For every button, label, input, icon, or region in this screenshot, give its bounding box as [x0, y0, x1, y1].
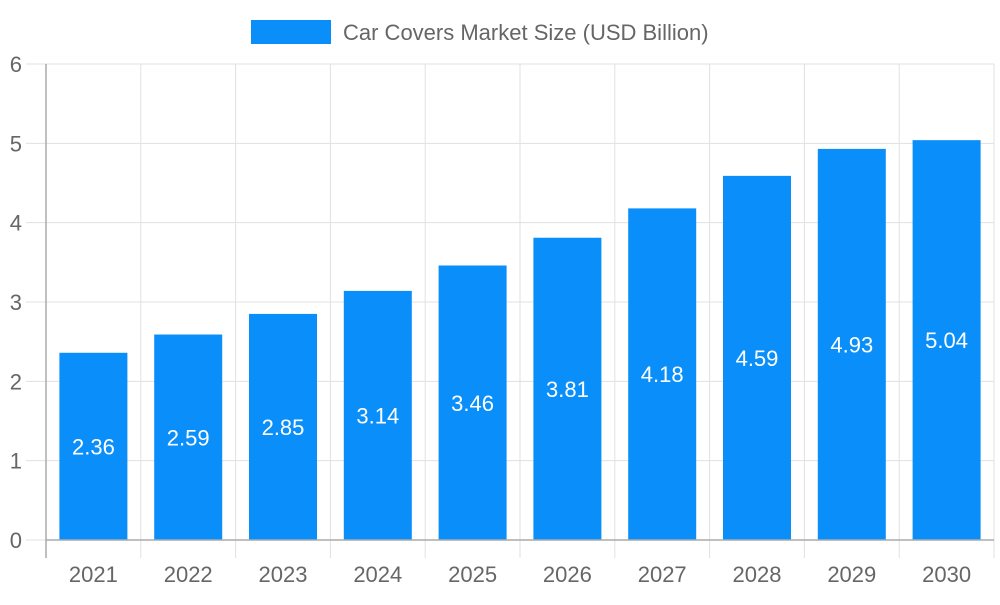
- y-tick-label: 6: [10, 52, 22, 77]
- data-label: 3.46: [451, 391, 494, 416]
- y-tick-label: 5: [10, 131, 22, 156]
- bar-2022: [154, 334, 223, 540]
- y-tick-label: 4: [10, 211, 22, 236]
- legend-swatch: [251, 20, 331, 44]
- legend[interactable]: Car Covers Market Size (USD Billion): [251, 20, 709, 45]
- bar-2023: [249, 313, 317, 540]
- data-label: 3.14: [356, 403, 399, 428]
- axes: 0 1 2 3 4 5 6 2021 2022 2023 2024 2025 2026 2027 2028 2…: [10, 52, 994, 587]
- bar-2025: [438, 265, 507, 540]
- x-tick-label: 2025: [448, 562, 497, 587]
- legend-label: Car Covers Market Size (USD Billion): [343, 20, 709, 45]
- data-label: 3.81: [546, 377, 589, 402]
- y-tick-label: 2: [10, 369, 22, 394]
- x-tick-label: 2029: [827, 562, 876, 587]
- bar-2027: [628, 208, 697, 541]
- bars: 2.36 2.59 2.85 3.14 3.46 3.81 4.18 4.59 4.93 5.04: [59, 140, 981, 541]
- x-tick-label: 2021: [69, 562, 118, 587]
- y-tick-label: 1: [10, 449, 22, 474]
- bar-2026: [533, 237, 602, 541]
- x-tick-label: 2023: [259, 562, 308, 587]
- bar-2030: [912, 140, 981, 540]
- y-tick-label: 3: [10, 290, 22, 315]
- bar-2024: [343, 290, 412, 540]
- x-tick-label: 2022: [164, 562, 213, 587]
- x-tick-label: 2028: [733, 562, 782, 587]
- x-tick-label: 2030: [922, 562, 971, 587]
- y-tick-label: 0: [10, 528, 22, 553]
- grid: [26, 63, 995, 558]
- x-tick-label: 2027: [638, 562, 687, 587]
- data-label: 5.04: [925, 328, 968, 353]
- data-label: 2.36: [72, 434, 115, 459]
- data-label: 2.85: [262, 415, 305, 440]
- bar-2028: [723, 175, 791, 541]
- x-tick-label: 2026: [543, 562, 592, 587]
- x-tick-label: 2024: [353, 562, 402, 587]
- data-label: 2.59: [167, 425, 210, 450]
- data-label: 4.59: [736, 346, 779, 371]
- data-label: 4.18: [641, 362, 684, 387]
- data-label: 4.93: [830, 332, 873, 357]
- bar-2021: [59, 352, 128, 540]
- bar-2029: [817, 148, 886, 541]
